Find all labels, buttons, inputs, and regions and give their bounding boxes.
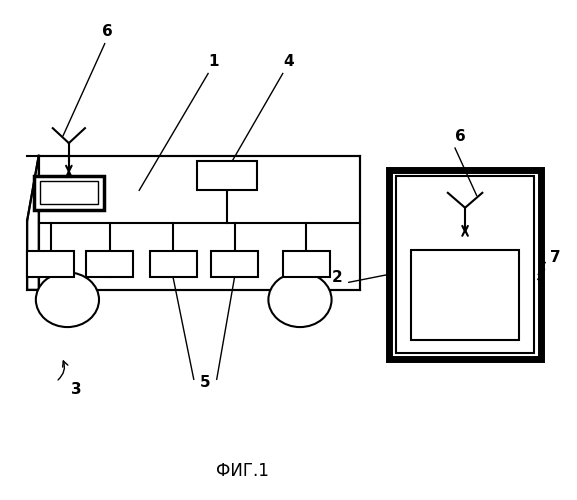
Circle shape (268, 272, 332, 327)
Bar (39, 156, 360, 290)
Bar (40, 182, 98, 204)
Circle shape (36, 272, 99, 327)
Text: ФИГ.1: ФИГ.1 (216, 462, 269, 480)
Bar (27, 252, 74, 278)
Bar (283, 252, 330, 278)
Bar (211, 252, 258, 278)
Bar (149, 252, 197, 278)
Text: 6: 6 (102, 24, 113, 39)
Polygon shape (27, 156, 39, 290)
Text: 7: 7 (550, 250, 561, 266)
Bar (87, 252, 133, 278)
Text: 5: 5 (200, 374, 211, 390)
Bar (411, 250, 519, 340)
Text: 3: 3 (71, 382, 81, 397)
Text: 6: 6 (455, 128, 466, 144)
Bar (33, 176, 104, 210)
Bar (389, 170, 541, 360)
Bar (197, 160, 257, 190)
Text: 4: 4 (283, 54, 294, 69)
Text: 2: 2 (332, 270, 343, 285)
Text: 1: 1 (209, 54, 219, 69)
Bar (396, 176, 534, 354)
